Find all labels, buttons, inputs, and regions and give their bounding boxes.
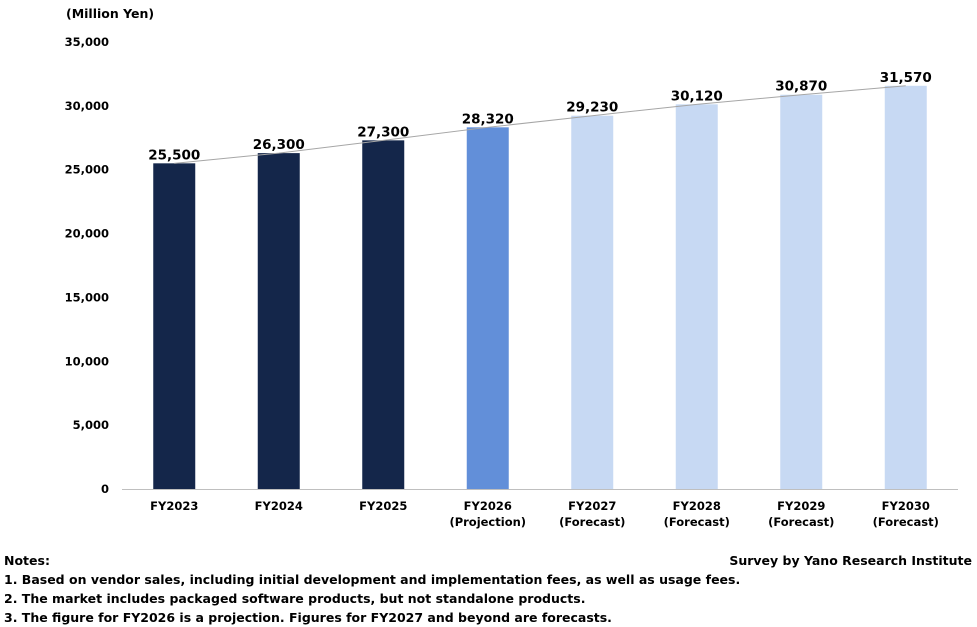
value-label-7: 31,570 [880,70,932,86]
x-tick-label-3-1: (Projection) [449,515,526,529]
y-tick-label-1: 5,000 [73,418,109,432]
x-tick-label-5-1: (Forecast) [664,515,730,529]
x-tick-label-4-1: (Forecast) [559,515,625,529]
bars [153,85,927,490]
value-label-1: 26,300 [253,137,305,153]
bar-0 [153,163,196,490]
x-axis: FY2023 FY2024 FY2025 FY2026 (Projection) FY20… [122,489,958,529]
value-label-4: 29,230 [566,100,618,116]
value-label-6: 30,870 [775,79,827,95]
y-axis-unit-label: (Million Yen) [66,6,155,21]
x-tick-label-1-0: FY2024 [255,499,303,513]
bar-6 [780,94,823,489]
y-tick-label-5: 25,000 [65,163,109,177]
x-tick-label-2-0: FY2025 [359,499,407,513]
bar-1 [257,153,300,489]
y-tick-label-4: 20,000 [65,227,109,241]
note-3: 3. The figure for FY2026 is a projection… [4,610,612,625]
x-tick-label-4-0: FY2027 [568,499,616,513]
x-tick-label-0-0: FY2023 [150,499,198,513]
value-label-3: 28,320 [462,111,514,127]
value-label-2: 27,300 [357,124,409,140]
note-1: 1. Based on vendor sales, including init… [4,572,741,587]
x-tick-label-5-0: FY2028 [673,499,721,513]
bar-4 [571,115,614,490]
x-tick-label-3-0: FY2026 [464,499,512,513]
value-labels: 25,500 26,300 27,300 28,320 29,230 30,120 30,8… [148,70,932,164]
x-tick-label-7-1: (Forecast) [873,515,939,529]
bar-5 [675,104,718,489]
bar-7 [884,85,927,489]
y-axis: 0 5,000 10,000 15,000 20,000 25,000 30,000 35,0… [65,35,109,496]
y-tick-label-7: 35,000 [65,35,109,49]
note-2: 2. The market includes packaged software… [4,591,586,606]
x-tick-label-6-1: (Forecast) [768,515,834,529]
y-tick-label-2: 10,000 [65,354,109,368]
x-tick-label-7-0: FY2030 [882,499,930,513]
bar-3 [466,127,509,489]
y-tick-label-6: 30,000 [65,99,109,113]
y-tick-label-0: 0 [101,482,109,496]
notes: Notes: 1. Based on vendor sales, includi… [4,551,740,627]
value-label-5: 30,120 [671,88,723,104]
trend-line [174,85,906,164]
y-tick-label-3: 15,000 [65,290,109,304]
source-credit: Survey by Yano Research Institute [729,553,972,568]
trend-polyline [174,85,906,164]
market-size-chart: 0 5,000 10,000 15,000 20,000 25,000 30,000 35,0… [65,35,958,529]
notes-heading: Notes: [4,553,50,568]
x-tick-label-6-0: FY2029 [777,499,825,513]
value-label-0: 25,500 [148,147,200,163]
bar-2 [362,140,405,489]
